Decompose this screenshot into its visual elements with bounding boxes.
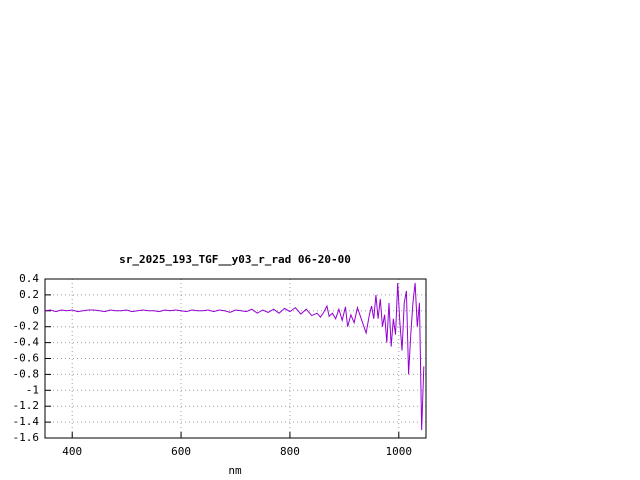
- y-tick-label: 0.2: [19, 288, 39, 301]
- y-tick-label: -0.8: [13, 367, 40, 380]
- plot-frame: [44, 278, 427, 439]
- y-tick-label: -0.2: [13, 320, 40, 333]
- y-tick-label: 0: [32, 304, 39, 317]
- chart-title: sr_2025_193_TGF__y03_r_rad 06-20-00: [119, 253, 351, 266]
- x-tick-label: 400: [62, 445, 82, 458]
- x-tick-label: 600: [171, 445, 191, 458]
- y-tick-label: -1.2: [13, 399, 40, 412]
- x-axis-label: nm: [228, 464, 242, 477]
- x-tick-label: 800: [280, 445, 300, 458]
- y-tick-label: -0.4: [13, 336, 40, 349]
- y-tick-label: -1: [26, 383, 39, 396]
- data-line: [44, 282, 425, 431]
- y-tick-label: 0.4: [19, 272, 39, 285]
- y-tick-label: -1.6: [13, 431, 40, 444]
- y-tick-label: -0.6: [13, 352, 40, 365]
- y-tick-label: -1.4: [13, 415, 40, 428]
- x-tick-label: 1000: [386, 445, 413, 458]
